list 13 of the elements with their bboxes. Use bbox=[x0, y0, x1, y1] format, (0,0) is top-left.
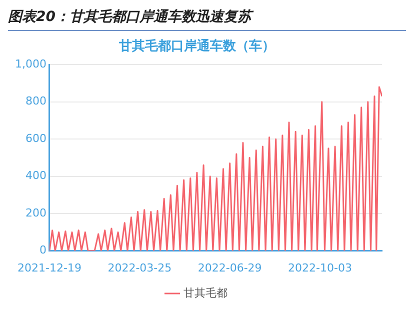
y-tick-label: 800 bbox=[25, 94, 46, 108]
y-tick-label: 600 bbox=[25, 132, 46, 145]
chart-title: 图表20：甘其毛都口岸通车数迅速复苏 bbox=[8, 8, 406, 31]
x-tick-label: 2022-06-29 bbox=[198, 261, 262, 274]
x-tick-label: 2022-10-03 bbox=[288, 261, 352, 274]
x-tick-label: 2022-03-25 bbox=[108, 261, 172, 274]
x-tick-label: 2021-12-19 bbox=[18, 261, 82, 274]
y-tick-label: 0 bbox=[39, 244, 46, 257]
chart-subtitle: 甘其毛都口岸通车数（车） bbox=[118, 38, 275, 54]
y-tick-label: 200 bbox=[25, 206, 46, 220]
y-tick-label: 400 bbox=[25, 169, 46, 182]
legend-label: 甘其毛都 bbox=[183, 286, 228, 300]
y-tick-label: 1,000 bbox=[14, 57, 46, 70]
